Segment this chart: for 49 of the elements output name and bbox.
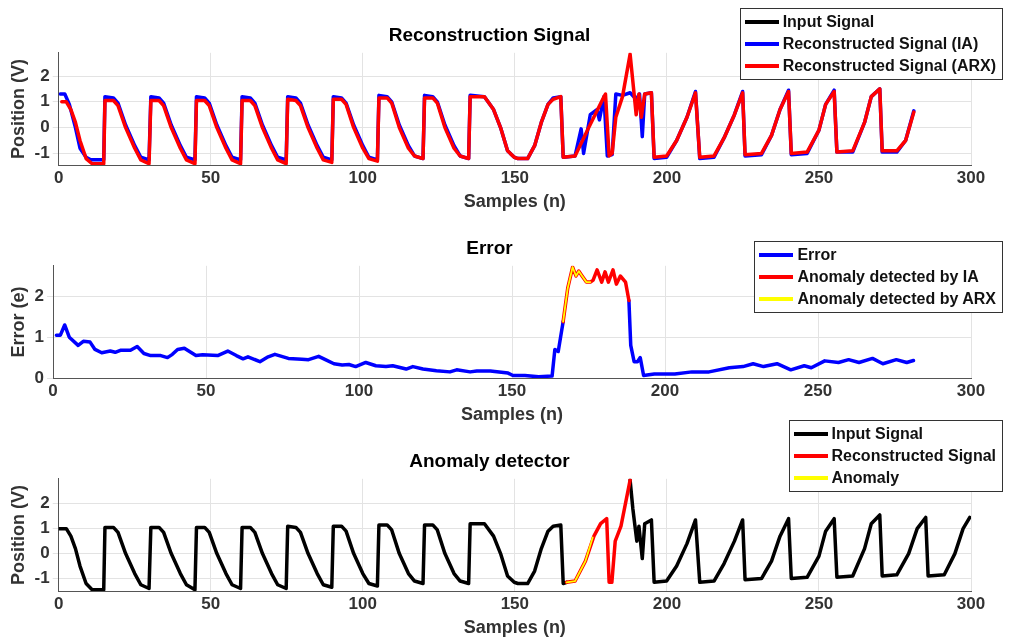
x-tick-label: 300 xyxy=(956,167,986,187)
y-tick-label: 2 xyxy=(34,286,45,306)
chart-title: Reconstruction Signal xyxy=(388,23,591,45)
y-tick-label: 1 xyxy=(34,326,45,346)
x-tick-label: 150 xyxy=(497,380,527,400)
x-axis-title: Samples (n) xyxy=(463,617,566,638)
x-tick-label: 200 xyxy=(652,593,682,613)
y-tick-label: 2 xyxy=(40,65,50,85)
x-tick-label: 100 xyxy=(344,380,374,400)
y-tick-label: 1 xyxy=(40,91,50,111)
y-axis-title: Error (e) xyxy=(7,286,28,358)
legend-label: Reconstructed Signal (IA) xyxy=(782,35,979,53)
y-axis-title: Position (V) xyxy=(7,58,28,159)
x-tick-label: 50 xyxy=(196,380,216,400)
x-tick-label: 0 xyxy=(53,167,64,187)
x-tick-label: 150 xyxy=(500,593,530,613)
y-tick-label: 2 xyxy=(40,493,50,513)
x-tick-label: 0 xyxy=(53,593,64,613)
x-tick-label: 250 xyxy=(803,380,833,400)
legend-label: Anomaly xyxy=(831,469,900,487)
x-tick-label: 100 xyxy=(348,167,377,187)
x-tick-label: 250 xyxy=(804,167,834,187)
legend-label: Error xyxy=(797,246,837,264)
x-tick-label: 150 xyxy=(500,167,530,187)
legend-label: Anomaly detected by IA xyxy=(797,268,979,286)
y-tick-label: -1 xyxy=(34,143,50,163)
x-axis-title: Samples (n) xyxy=(463,191,566,212)
legend-label: Anomaly detected by ARX xyxy=(797,290,996,308)
y-tick-label: 0 xyxy=(40,117,50,137)
chart-title: Error xyxy=(466,236,514,258)
x-tick-label: 100 xyxy=(348,593,377,613)
x-tick-label: 50 xyxy=(201,167,221,187)
y-tick-label: -1 xyxy=(34,568,50,588)
x-tick-label: 200 xyxy=(652,167,682,187)
x-tick-label: 250 xyxy=(804,593,834,613)
legend-label: Reconstructed Signal (ARX) xyxy=(782,57,996,75)
legend-label: Input Signal xyxy=(831,425,924,443)
y-tick-label: 1 xyxy=(40,518,50,538)
legend-label: Reconstructed Signal xyxy=(831,447,996,465)
y-tick-label: 0 xyxy=(40,543,50,563)
x-tick-label: 300 xyxy=(956,380,986,400)
x-axis-title: Samples (n) xyxy=(461,404,564,425)
legend-label: Input Signal xyxy=(782,13,875,31)
chart-title: Anomaly detector xyxy=(409,449,571,471)
x-tick-label: 200 xyxy=(650,380,680,400)
y-tick-label: 0 xyxy=(34,367,45,387)
x-tick-label: 50 xyxy=(201,593,221,613)
y-axis-title: Position (V) xyxy=(7,484,28,585)
x-tick-label: 300 xyxy=(956,593,986,613)
